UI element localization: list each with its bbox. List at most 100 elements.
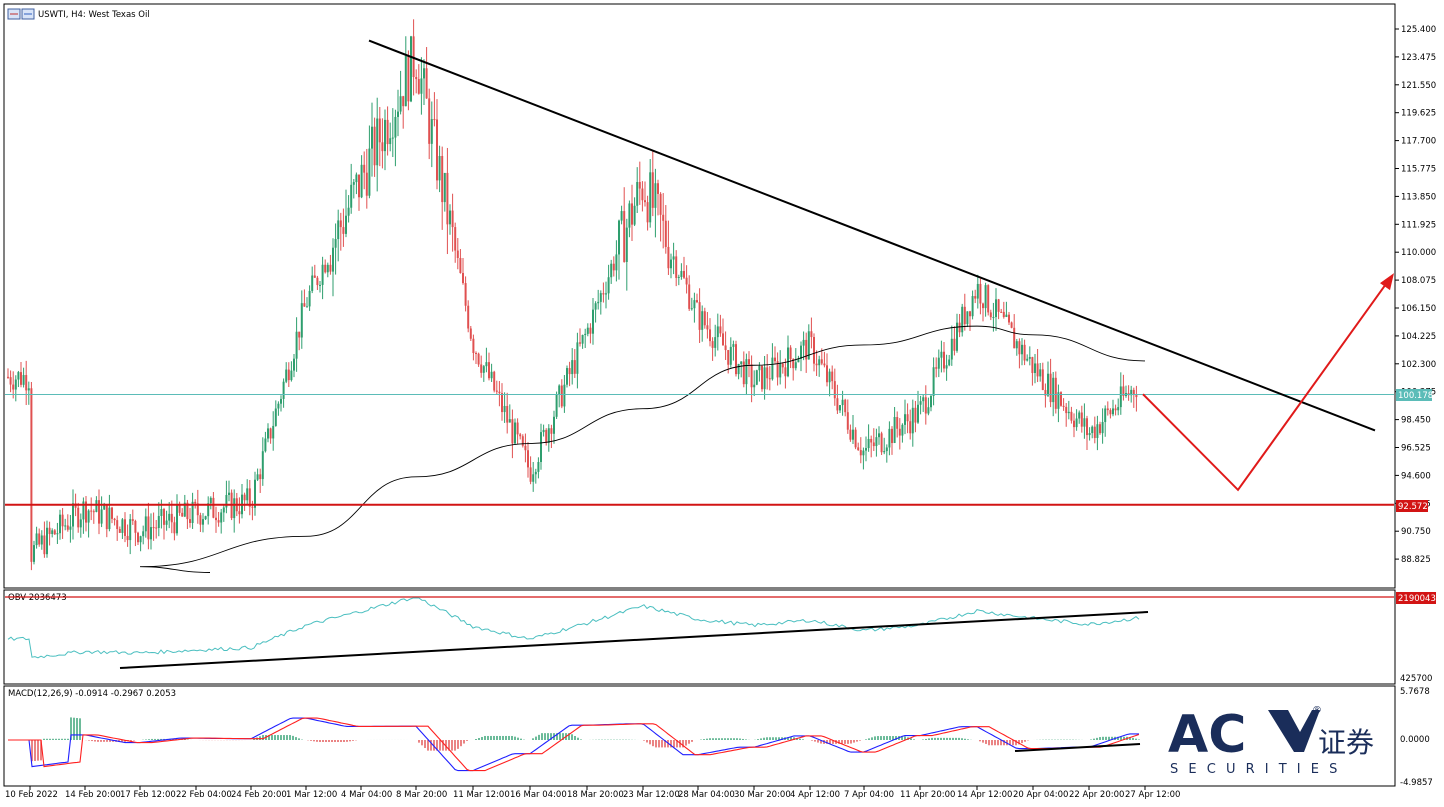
candle-body	[745, 359, 748, 385]
candle-body	[277, 403, 280, 409]
candle-body	[685, 277, 688, 285]
candle-body	[129, 519, 132, 541]
candle-body	[176, 504, 178, 534]
candle-body	[51, 530, 54, 535]
candle-body	[103, 505, 106, 510]
candle-body	[111, 507, 113, 519]
candle-body	[641, 188, 644, 201]
candle-body	[404, 55, 407, 107]
candle-body	[1070, 411, 1073, 421]
candle-body	[992, 317, 995, 319]
candle-body	[1021, 344, 1023, 355]
candle-body	[1057, 392, 1060, 409]
current-price-tag	[1396, 389, 1432, 401]
candle-body	[280, 398, 282, 404]
candle-body	[300, 303, 303, 338]
candle-body	[38, 533, 41, 545]
candle-body	[771, 357, 774, 380]
candle-body	[113, 518, 116, 521]
candle-body	[675, 256, 678, 278]
candle-body	[833, 381, 836, 399]
x-tick-label: 14 Apr 12:00	[957, 790, 1012, 800]
candle-body	[196, 503, 199, 516]
candle-body	[40, 535, 43, 545]
candle-body	[186, 502, 189, 520]
x-tick-label: 11 Mar 12:00	[453, 790, 510, 800]
macd-trendline	[1014, 743, 1141, 752]
candle-body	[1023, 344, 1026, 361]
candle-body	[969, 311, 971, 317]
candle-body	[160, 509, 163, 516]
candle-body	[862, 450, 865, 456]
candle-body	[384, 119, 386, 152]
x-tick-label: 14 Feb 20:00	[65, 790, 121, 800]
candle-body	[698, 302, 701, 330]
candle-body	[943, 351, 945, 369]
candle-body	[706, 325, 709, 330]
candle-body	[126, 535, 129, 541]
candle-body	[423, 68, 425, 79]
candle-body	[519, 434, 522, 437]
candle-body	[987, 285, 990, 313]
candle-body	[800, 345, 802, 359]
candle-body	[922, 397, 925, 402]
candle-body	[394, 116, 397, 138]
macd-tick-zero: 0.0000	[1400, 735, 1430, 745]
candle-body	[919, 401, 922, 405]
candle-body	[209, 497, 212, 504]
candle-body	[537, 462, 540, 472]
obv-trendline	[119, 611, 1149, 669]
price-y-tick: 111.925	[1401, 220, 1436, 230]
candle-body	[259, 474, 262, 480]
candle-body	[329, 264, 332, 272]
candle-body	[831, 371, 834, 382]
candle-body	[350, 184, 353, 208]
candle-body	[1080, 412, 1083, 427]
candle-body	[233, 498, 236, 519]
candle-body	[1091, 426, 1094, 434]
candle-body	[1086, 418, 1088, 436]
x-tick-label: 27 Apr 12:00	[1125, 790, 1180, 800]
candle-body	[545, 429, 548, 443]
candle-body	[459, 257, 462, 273]
logo-main-text: AC	[1168, 705, 1246, 765]
candle-body	[1109, 410, 1112, 415]
candle-body	[485, 362, 488, 367]
candle-body	[646, 202, 649, 223]
candle-body	[66, 525, 69, 530]
candle-body	[1073, 420, 1075, 428]
candle-body	[974, 296, 977, 299]
candle-body	[740, 361, 743, 365]
candle-body	[818, 359, 821, 366]
candle-body	[1028, 357, 1031, 359]
candle-body	[1112, 408, 1114, 415]
price-y-tick: 121.550	[1401, 81, 1436, 91]
candle-body	[844, 399, 847, 413]
candle-body	[620, 211, 623, 221]
candle-body	[693, 300, 696, 309]
candle-body	[238, 511, 241, 515]
chart-title: USWTI, H4: West Texas Oil	[38, 10, 150, 20]
candle-body	[415, 77, 418, 80]
descending-trendline	[368, 39, 1376, 432]
candle-body	[584, 333, 587, 335]
candle-body	[927, 407, 930, 414]
candle-body	[443, 172, 446, 203]
candle-body	[644, 200, 646, 203]
candle-body	[347, 207, 350, 216]
candle-body	[737, 364, 740, 375]
candle-body	[534, 471, 537, 475]
candle-body	[982, 303, 984, 309]
candle-body	[1093, 426, 1096, 438]
candle-body	[256, 474, 259, 480]
candle-body	[870, 438, 873, 443]
candle-body	[306, 306, 308, 308]
candle-body	[1018, 341, 1021, 355]
candle-body	[1000, 311, 1003, 313]
candle-body	[272, 425, 275, 439]
candle-body	[155, 527, 158, 529]
candle-body	[482, 366, 485, 373]
candle-body	[989, 312, 992, 318]
candle-body	[628, 203, 631, 228]
